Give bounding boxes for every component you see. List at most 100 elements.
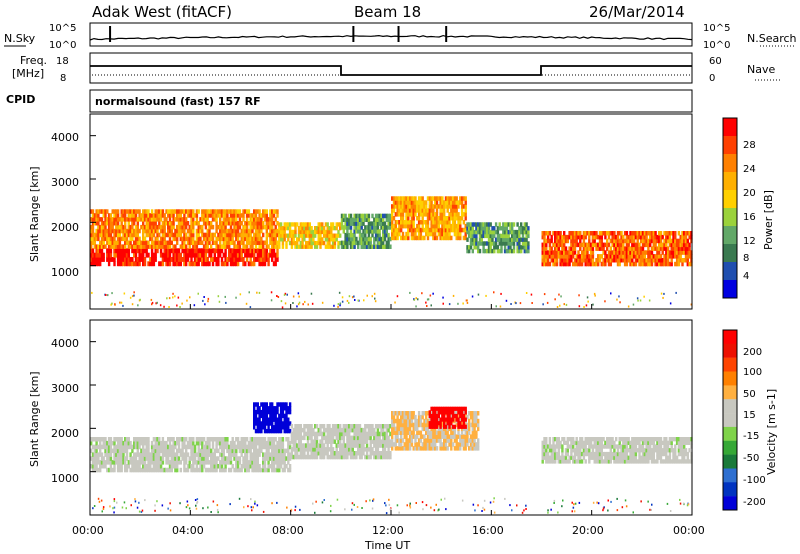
speckle-cell bbox=[168, 306, 170, 308]
heat-cell-b3 bbox=[423, 442, 426, 447]
heat-cell-b3 bbox=[396, 411, 399, 416]
heat-cell-b1 bbox=[129, 236, 132, 242]
heat-cell-b4 bbox=[435, 421, 439, 426]
heat-cell-b5 bbox=[489, 248, 492, 254]
heat-cell-b1 bbox=[215, 236, 218, 242]
heat-cell-b1 bbox=[154, 236, 157, 242]
heat-cell-b1 bbox=[265, 228, 268, 234]
heat-cell-b3 bbox=[389, 244, 392, 249]
heat-cell-b4 bbox=[428, 413, 431, 419]
heat-cell-b2 bbox=[349, 427, 353, 433]
heat-cell-b4 bbox=[450, 235, 453, 241]
heat-cell-b3 bbox=[477, 442, 480, 447]
heat-cell-b1 bbox=[134, 228, 138, 234]
heat-cell-b6 bbox=[563, 238, 566, 244]
heat-cell-b1 bbox=[224, 213, 227, 218]
heat-cell-b3 bbox=[432, 434, 435, 439]
heat-cell-b2 bbox=[308, 443, 311, 448]
heat-cell-b1 bbox=[283, 413, 286, 419]
heat-cell-b1 bbox=[131, 244, 134, 249]
heat-cell-b4 bbox=[444, 406, 448, 411]
heat-cell-b4 bbox=[457, 204, 460, 209]
heat-cell-b0 bbox=[272, 248, 276, 254]
heat-cell-b4 bbox=[451, 413, 455, 419]
heat-cell-b2 bbox=[387, 435, 390, 441]
heat-cell-b5 bbox=[503, 233, 507, 239]
heat-cell-b6 bbox=[636, 246, 639, 251]
heat-cell-b6 bbox=[643, 234, 646, 240]
heat-cell-b3 bbox=[423, 446, 426, 451]
heat-cell-b0 bbox=[186, 464, 190, 469]
heat-cell-b0 bbox=[154, 248, 157, 254]
heat-cell-b4 bbox=[462, 196, 466, 201]
heat-cell-b1 bbox=[228, 236, 231, 242]
speckle-cell bbox=[495, 305, 497, 308]
heat-cell-b0 bbox=[217, 261, 220, 267]
heat-cell-b2 bbox=[322, 443, 326, 448]
heat-cell-b0 bbox=[172, 456, 175, 461]
heat-cell-b1 bbox=[271, 236, 274, 242]
heat-cell-b1 bbox=[192, 213, 195, 218]
heat-cell-b2 bbox=[365, 439, 369, 444]
heat-cell-b0 bbox=[185, 448, 188, 454]
heat-cell-b1 bbox=[115, 221, 118, 226]
heat-cell-b4 bbox=[459, 410, 462, 415]
heat-cell-b3 bbox=[425, 442, 428, 447]
heat-cell-b5 bbox=[471, 226, 474, 231]
heat-cell-b6 bbox=[552, 250, 555, 255]
heat-cell-b0 bbox=[118, 248, 122, 254]
heat-cell-b2 bbox=[317, 237, 320, 242]
heat-cell-b6 bbox=[638, 258, 641, 263]
heat-cell-b0 bbox=[172, 252, 175, 258]
heat-cell-b4 bbox=[439, 424, 442, 429]
heat-cell-b3 bbox=[391, 438, 394, 443]
heat-cell-b1 bbox=[260, 217, 263, 222]
heat-cell-b0 bbox=[142, 456, 145, 461]
heat-cell-b1 bbox=[202, 221, 206, 226]
heat-cell-b5 bbox=[552, 437, 555, 442]
heat-cell-b1 bbox=[258, 240, 261, 245]
heat-cell-b1 bbox=[265, 428, 268, 434]
heat-cell-b5 bbox=[471, 233, 474, 239]
heat-cell-b1 bbox=[152, 213, 156, 218]
heat-cell-b0 bbox=[115, 248, 118, 254]
heat-cell-b0 bbox=[133, 444, 136, 450]
heat-cell-b1 bbox=[150, 209, 154, 214]
heat-cell-b1 bbox=[127, 221, 130, 226]
heat-cell-b0 bbox=[109, 467, 113, 473]
heat-cell-b0 bbox=[202, 248, 206, 254]
heat-cell-b3 bbox=[369, 236, 372, 242]
heat-cell-b1 bbox=[251, 236, 254, 242]
heat-cell-b0 bbox=[258, 437, 261, 442]
heat-cell-b0 bbox=[213, 467, 216, 473]
heat-cell-b0 bbox=[235, 456, 238, 461]
heat-cell-b6 bbox=[573, 242, 577, 248]
heat-cell-b1 bbox=[145, 213, 148, 218]
heat-cell-b1 bbox=[206, 228, 209, 234]
heat-cell-b4 bbox=[417, 231, 421, 237]
heat-cell-b6 bbox=[670, 246, 673, 251]
heat-cell-b6 bbox=[647, 258, 650, 263]
heat-cell-b0 bbox=[201, 460, 204, 465]
heat-cell-b4 bbox=[430, 204, 433, 209]
heat-cell-b6 bbox=[674, 231, 677, 236]
heat-cell-b6 bbox=[663, 238, 666, 244]
heat-cell-b3 bbox=[426, 430, 430, 435]
heat-cell-b6 bbox=[679, 254, 682, 259]
heat-cell-b0 bbox=[165, 248, 168, 254]
heat-cell-b1 bbox=[245, 209, 249, 214]
heat-cell-b1 bbox=[274, 421, 277, 426]
heat-cell-b5 bbox=[507, 229, 510, 235]
heat-cell-b0 bbox=[174, 444, 177, 450]
heat-cell-b0 bbox=[215, 437, 218, 442]
heat-cell-b2 bbox=[314, 447, 317, 452]
heat-cell-b0 bbox=[176, 252, 179, 258]
heat-cell-b0 bbox=[183, 460, 186, 465]
heat-cell-b3 bbox=[425, 414, 428, 420]
speckle-cell bbox=[583, 306, 585, 308]
heat-cell-b0 bbox=[134, 464, 138, 469]
heat-cell-b2 bbox=[324, 229, 328, 235]
heat-cell-b1 bbox=[274, 406, 277, 411]
heat-cell-b6 bbox=[645, 242, 648, 248]
speckle-cell bbox=[163, 305, 165, 308]
